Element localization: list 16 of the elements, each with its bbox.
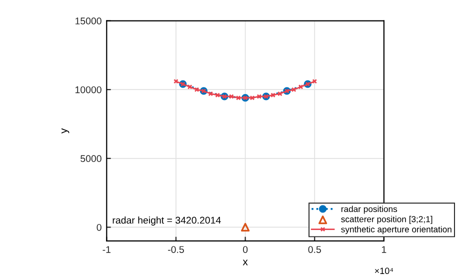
x-tick-label: -0.5: [168, 246, 184, 253]
x-tick-label: 1: [382, 246, 386, 253]
legend-label: synthetic aperture orientation: [341, 226, 452, 234]
annotation: radar height = 3420.2014: [112, 216, 221, 226]
legend-label: radar positions: [341, 206, 398, 214]
y-tick-label: 0: [96, 224, 102, 231]
y-tick-label: 5000: [80, 155, 102, 162]
legend-label: scatterer position [3;2;1]: [341, 216, 432, 224]
x-tick-label: -1: [102, 246, 110, 253]
x-tick-label: 0.5: [308, 246, 321, 253]
x-axis-title: x: [242, 260, 248, 266]
x-tick-label: 0: [242, 246, 248, 253]
y-axis-title: y: [62, 128, 70, 134]
y-tick-label: 15000: [76, 18, 102, 24]
text: ×10⁴: [374, 268, 394, 274]
y-tick-label: 10000: [76, 86, 102, 94]
